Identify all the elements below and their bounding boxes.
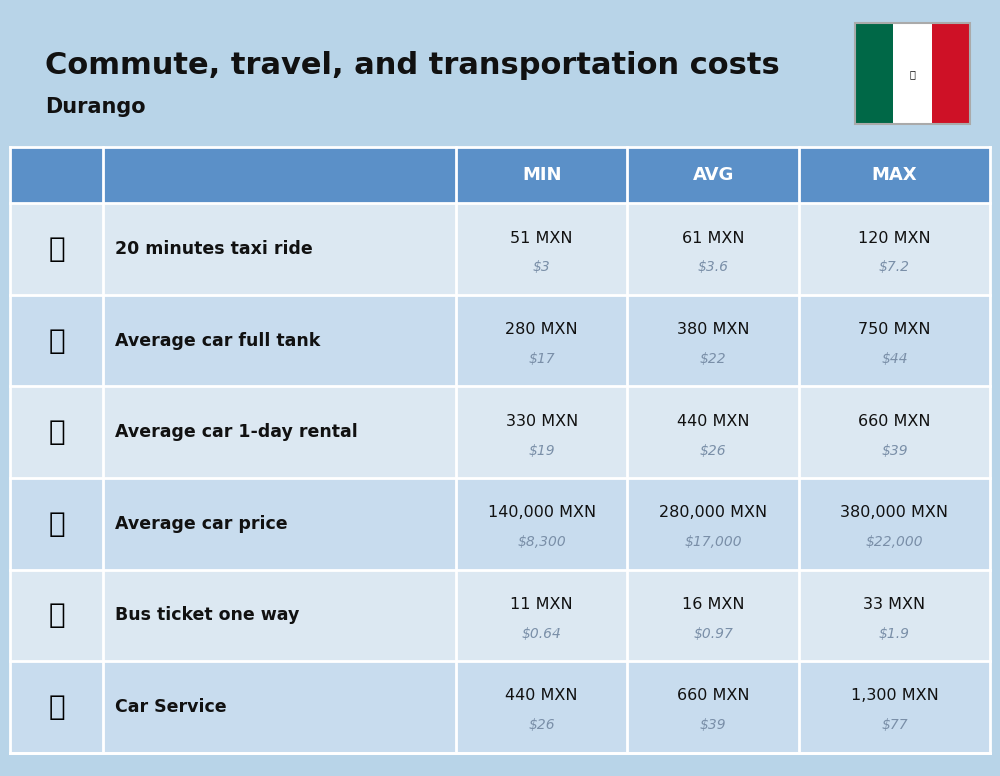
Bar [10, 386, 103, 478]
Text: $22: $22 [700, 352, 726, 366]
Text: 51 MXN: 51 MXN [510, 230, 573, 246]
Text: $3.6: $3.6 [698, 261, 729, 275]
Text: MIN: MIN [522, 166, 561, 185]
Text: $3: $3 [533, 261, 551, 275]
Text: 330 MXN: 330 MXN [506, 414, 578, 429]
Bar [103, 386, 456, 478]
Bar [799, 386, 990, 478]
Bar [855, 23, 893, 124]
Text: $17: $17 [528, 352, 555, 366]
Text: Commute, travel, and transportation costs: Commute, travel, and transportation cost… [45, 51, 780, 81]
Text: AVG: AVG [692, 166, 734, 185]
Text: 380 MXN: 380 MXN [677, 322, 749, 338]
Text: 🚗: 🚗 [48, 510, 65, 538]
Bar [10, 570, 103, 661]
Text: Average car price: Average car price [115, 514, 288, 533]
Text: 750 MXN: 750 MXN [858, 322, 931, 338]
Bar [627, 295, 799, 386]
Bar [103, 478, 456, 570]
Text: Car Service: Car Service [115, 698, 227, 716]
Bar [10, 661, 103, 753]
Text: $39: $39 [881, 444, 908, 458]
Text: 660 MXN: 660 MXN [677, 688, 749, 704]
Bar [799, 478, 990, 570]
Bar [627, 661, 799, 753]
Text: 🚙: 🚙 [48, 418, 65, 446]
Text: 120 MXN: 120 MXN [858, 230, 931, 246]
Text: 380,000 MXN: 380,000 MXN [840, 505, 948, 521]
Bar [627, 203, 799, 295]
Text: $39: $39 [700, 719, 726, 733]
Bar [103, 147, 456, 203]
Text: 🔧: 🔧 [48, 693, 65, 721]
Bar [10, 295, 103, 386]
Bar [103, 295, 456, 386]
Text: $77: $77 [881, 719, 908, 733]
Bar [103, 570, 456, 661]
Text: $26: $26 [700, 444, 726, 458]
Bar [893, 23, 932, 124]
Bar [456, 203, 627, 295]
Text: Average car 1-day rental: Average car 1-day rental [115, 423, 358, 442]
Bar [799, 147, 990, 203]
Bar [799, 661, 990, 753]
Text: $1.9: $1.9 [879, 627, 910, 641]
Bar [456, 295, 627, 386]
Text: $22,000: $22,000 [866, 535, 923, 549]
Text: Average car full tank: Average car full tank [115, 331, 320, 350]
Text: 🦅: 🦅 [910, 69, 915, 78]
Bar [103, 661, 456, 753]
Bar [799, 295, 990, 386]
Bar [10, 147, 103, 203]
Text: Durango: Durango [45, 97, 146, 117]
Text: $0.64: $0.64 [522, 627, 562, 641]
Text: $44: $44 [881, 352, 908, 366]
Text: 61 MXN: 61 MXN [682, 230, 744, 246]
Text: 660 MXN: 660 MXN [858, 414, 931, 429]
Bar [627, 570, 799, 661]
Text: 280,000 MXN: 280,000 MXN [659, 505, 767, 521]
Bar [103, 203, 456, 295]
Bar [627, 147, 799, 203]
Text: $19: $19 [528, 444, 555, 458]
Text: 140,000 MXN: 140,000 MXN [488, 505, 596, 521]
Text: ⛽: ⛽ [48, 327, 65, 355]
Text: 11 MXN: 11 MXN [510, 597, 573, 612]
Bar [799, 570, 990, 661]
Text: 440 MXN: 440 MXN [505, 688, 578, 704]
Text: 440 MXN: 440 MXN [677, 414, 749, 429]
Bar [932, 23, 970, 124]
Text: 16 MXN: 16 MXN [682, 597, 744, 612]
Bar [10, 478, 103, 570]
Text: MAX: MAX [872, 166, 917, 185]
Bar [627, 478, 799, 570]
Text: 🚌: 🚌 [48, 601, 65, 629]
Text: 1,300 MXN: 1,300 MXN [851, 688, 938, 704]
Text: $0.97: $0.97 [693, 627, 733, 641]
Text: $7.2: $7.2 [879, 261, 910, 275]
Bar [456, 661, 627, 753]
Text: 🚕: 🚕 [48, 235, 65, 263]
Bar [627, 386, 799, 478]
Text: $8,300: $8,300 [517, 535, 566, 549]
Text: $17,000: $17,000 [684, 535, 742, 549]
Text: 20 minutes taxi ride: 20 minutes taxi ride [115, 240, 313, 258]
Text: $26: $26 [528, 719, 555, 733]
Bar [799, 203, 990, 295]
Text: 280 MXN: 280 MXN [505, 322, 578, 338]
Bar [10, 203, 103, 295]
Bar [855, 23, 970, 124]
Bar [456, 478, 627, 570]
Bar [456, 570, 627, 661]
Bar [456, 147, 627, 203]
Text: Bus ticket one way: Bus ticket one way [115, 606, 299, 625]
Text: 33 MXN: 33 MXN [863, 597, 926, 612]
Bar [456, 386, 627, 478]
